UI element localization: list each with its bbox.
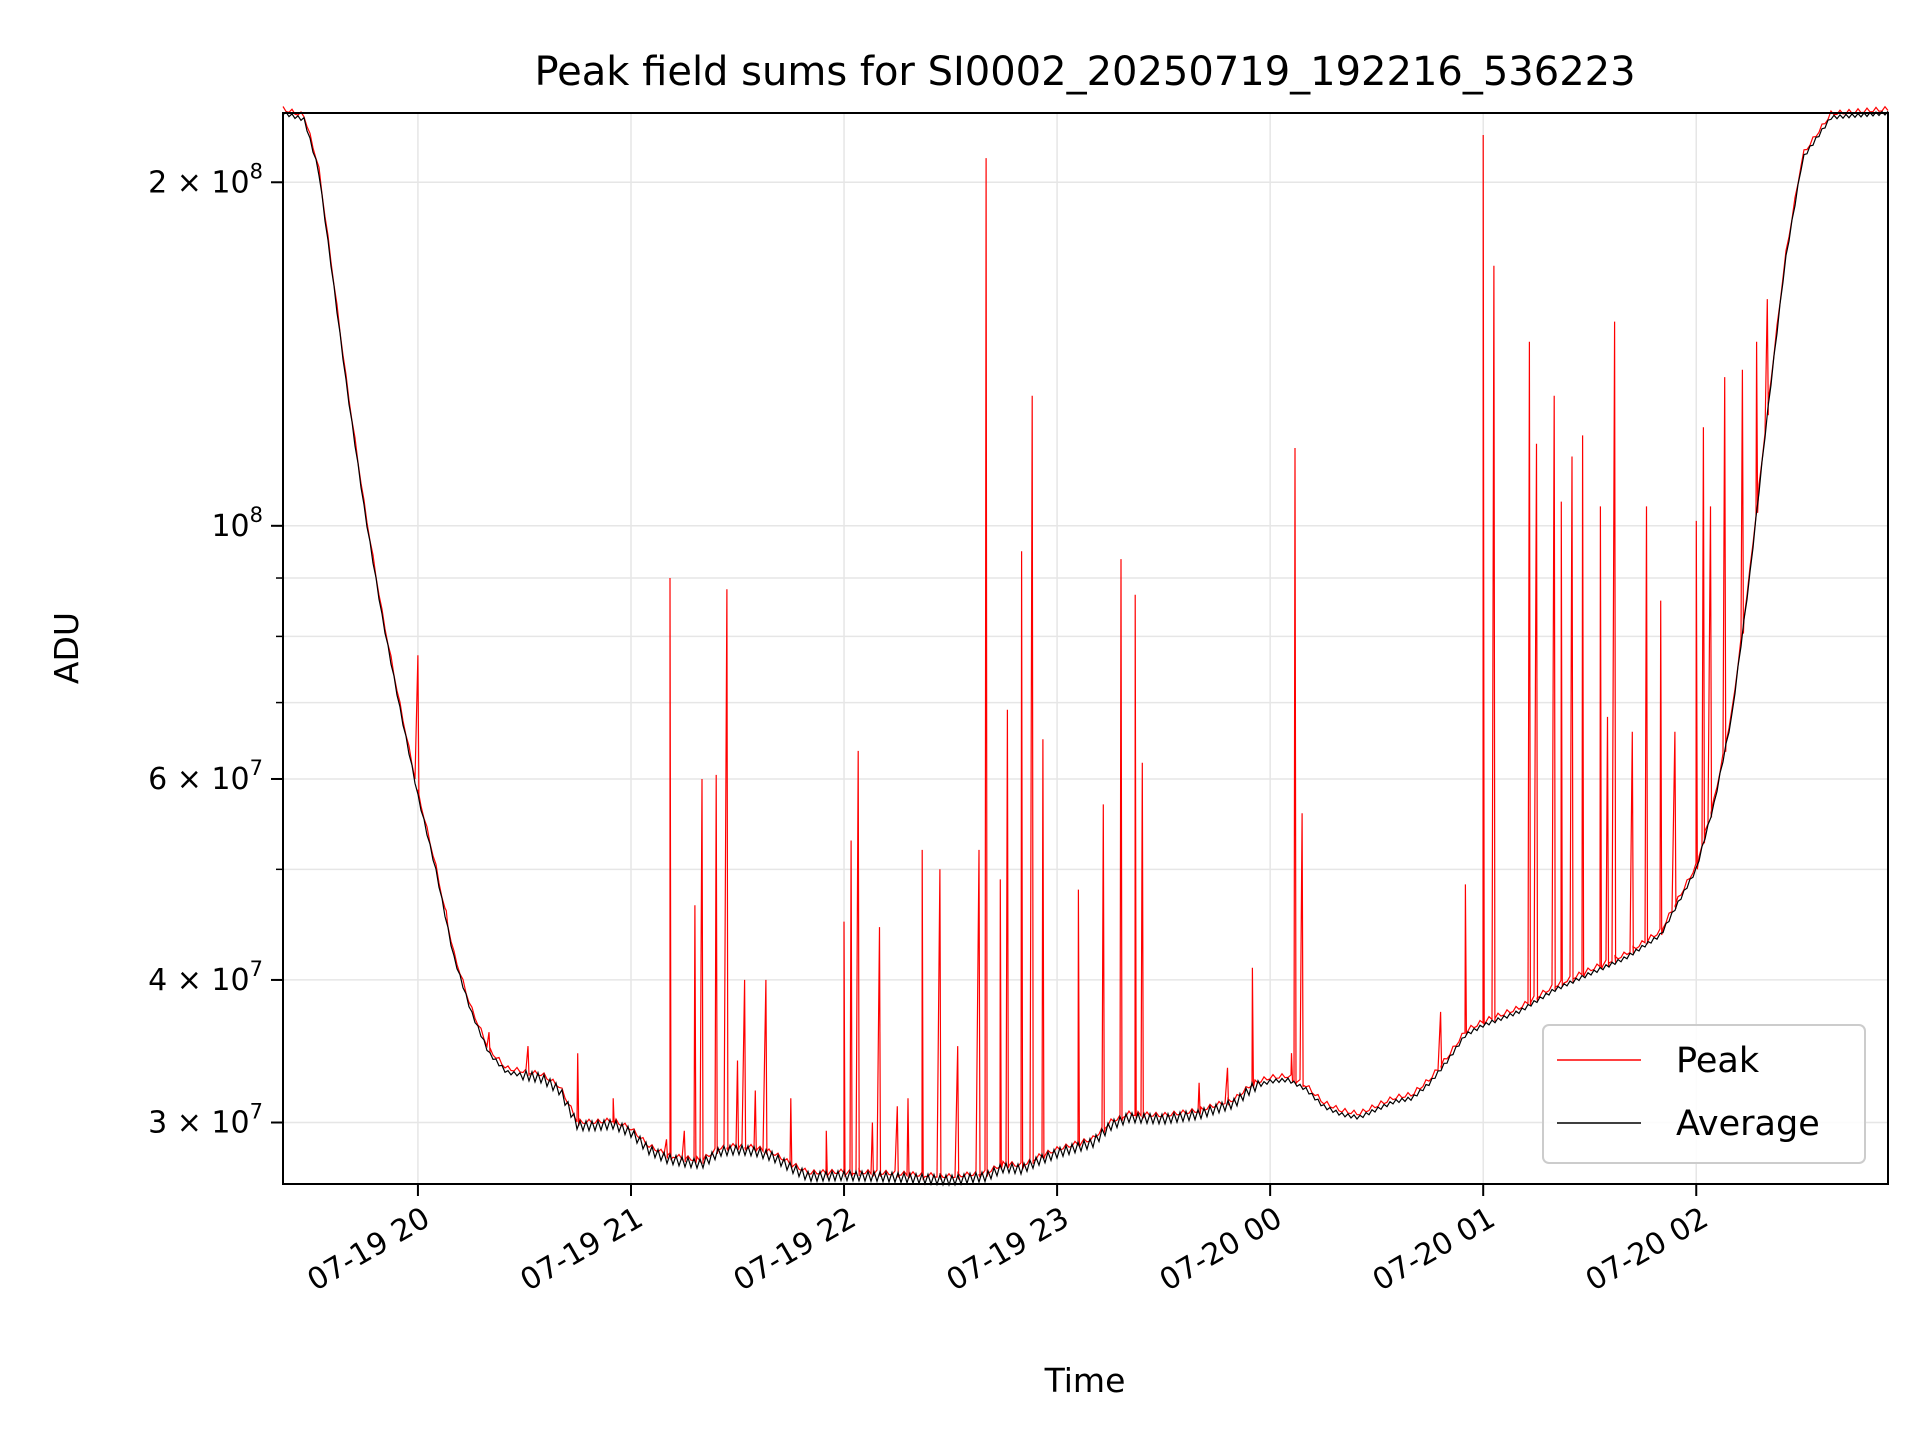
legend-label-average: Average <box>1676 1104 1820 1144</box>
y-tick-label: 108 <box>211 503 263 544</box>
chart-title: Peak field sums for SI0002_20250719_1922… <box>534 49 1635 95</box>
y-tick-label: 4 × 107 <box>148 957 263 998</box>
plot-frame <box>282 112 1889 1185</box>
legend: Peak Average <box>1542 1024 1866 1164</box>
y-axis: 3 × 107 4 × 107 6 × 107 108 2 × 108 <box>148 159 283 1141</box>
grid <box>283 113 1888 1184</box>
legend-label-peak: Peak <box>1676 1041 1760 1081</box>
x-axis-label: Time <box>1044 1361 1126 1400</box>
y-tick-label: 3 × 107 <box>148 1100 263 1141</box>
y-axis-label: ADU <box>47 612 86 684</box>
y-tick-label: 2 × 108 <box>148 159 263 200</box>
plot-area <box>282 105 1889 1188</box>
series-line-average <box>282 110 1889 1188</box>
y-tick-label: 6 × 107 <box>148 756 263 797</box>
